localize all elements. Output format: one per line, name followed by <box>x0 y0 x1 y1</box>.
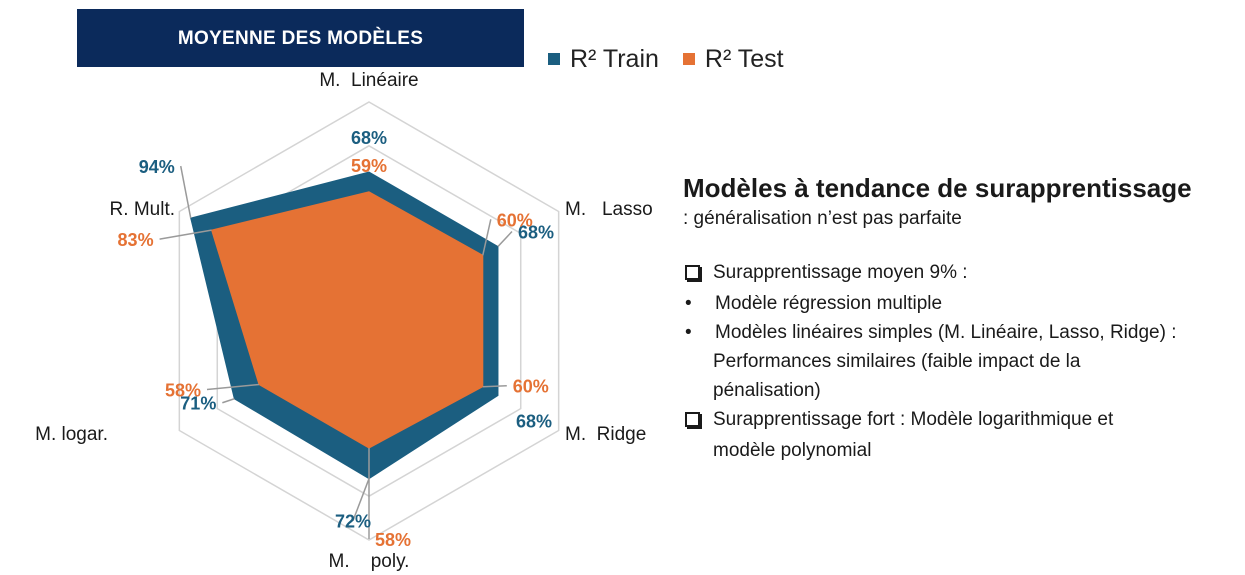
data-label-test: 83% <box>118 230 154 250</box>
note-line: • Modèles linéaires simples (M. Linéaire,… <box>683 318 1243 347</box>
note-text: pénalisation) <box>713 380 821 401</box>
note-text: modèle polynomial <box>713 440 872 461</box>
data-label-test: 60% <box>497 210 533 230</box>
note-text: Surapprentissage fort : Modèle logarithm… <box>713 409 1114 430</box>
axis-label: M. poly. <box>329 551 410 572</box>
data-label-train: 72% <box>335 512 371 532</box>
checkbox-icon <box>683 258 713 289</box>
leader-line-test <box>482 219 492 256</box>
leader-line-train <box>352 478 370 521</box>
leader-line-test <box>159 229 212 240</box>
leader-line-test <box>206 383 260 391</box>
axis-label: R. Mult. <box>110 199 175 220</box>
leader-line-train <box>497 231 513 248</box>
chart-legend: R² Train R² Test <box>548 44 808 74</box>
radar-chart: 68% 68% 68% 72% 71% 94% 59% 60% 60% 58% 58% 83% M. … <box>35 70 653 572</box>
note-text: Modèles linéaires simples (M. Linéaire, … <box>715 322 1177 343</box>
note-line: modèle polynomial <box>683 436 1243 465</box>
checkbox-shape <box>685 412 700 427</box>
note-indent <box>683 436 713 465</box>
legend-label-test: R² Test <box>704 44 784 73</box>
data-label-test: 58% <box>165 381 201 401</box>
legend-item-test: R² Test <box>682 44 784 74</box>
note-text: Modèle régression multiple <box>715 293 943 314</box>
data-label-train: 68% <box>516 411 552 431</box>
note-text: Surapprentissage moyen 9% : <box>713 262 968 283</box>
axis-label: M. logar. <box>35 424 108 445</box>
note-indent <box>683 347 713 376</box>
data-label-test: 58% <box>375 530 411 550</box>
bullet-icon: • <box>685 293 692 314</box>
data-label-test: 59% <box>351 156 387 176</box>
axis-label: M. Ridge <box>565 424 646 445</box>
checkbox-icon <box>683 405 713 436</box>
leader-line-train <box>222 398 235 404</box>
data-label-train: 94% <box>139 157 175 177</box>
axis-label: M. Linéaire <box>319 70 418 91</box>
note-line: Surapprentissage moyen 9% : <box>683 258 1243 289</box>
note-line: • Modèle régression multiple <box>683 289 1243 318</box>
notes-subheading: : généralisation n’est pas parfaite <box>683 208 962 229</box>
checkbox-shape <box>685 265 700 280</box>
note-line: pénalisation) <box>683 376 1243 405</box>
legend-label-train: R² Train <box>570 44 659 73</box>
note-line: Surapprentissage fort : Modèle logarithm… <box>683 405 1243 436</box>
note-indent <box>683 376 713 405</box>
data-label-test: 60% <box>513 377 549 397</box>
note-line: Performances similaires (faible impact d… <box>683 347 1243 376</box>
bullet-icon: • <box>685 322 692 343</box>
data-label-train: 68% <box>351 128 387 148</box>
notes-panel: Modèles à tendance de surapprentissage :… <box>683 170 1243 465</box>
notes-list: Surapprentissage moyen 9% : • Modèle régre… <box>683 258 1243 465</box>
legend-swatch-test <box>682 53 695 65</box>
data-label-train: 71% <box>180 394 216 414</box>
banner-title: MOYENNE DES MODÈLES <box>177 28 424 49</box>
notes-heading: Modèles à tendance de surapprentissage <box>683 173 1192 203</box>
note-text: Performances similaires (faible impact d… <box>713 351 1081 372</box>
leader-line-test <box>482 384 507 388</box>
axis-label: M. Lasso <box>565 199 653 220</box>
legend-swatch-train <box>548 53 560 65</box>
header-banner: MOYENNE DES MODÈLES <box>77 9 524 67</box>
data-label-train: 68% <box>518 223 554 243</box>
grid-ring <box>178 101 560 541</box>
leader-line-train <box>179 165 192 219</box>
legend-item-train: R² Train <box>548 45 659 74</box>
